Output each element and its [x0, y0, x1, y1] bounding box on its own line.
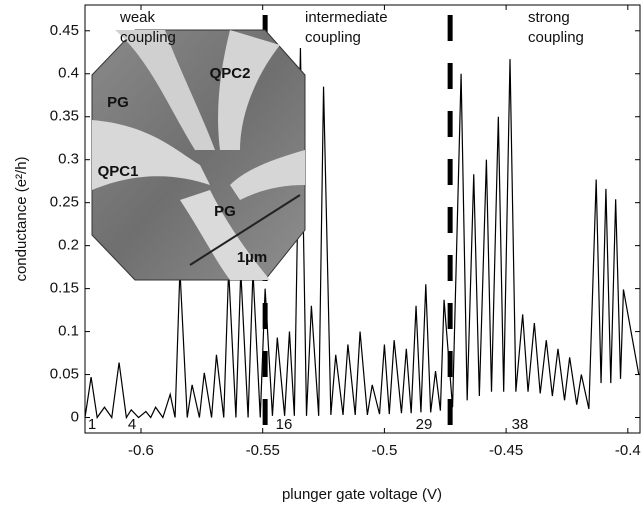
peak-number: 38	[512, 416, 529, 433]
y-tick-label: 0.15	[50, 280, 79, 297]
peak-number: 4	[128, 416, 136, 433]
inset-label: QPC2	[210, 65, 251, 82]
region-label: intermediate coupling	[305, 9, 388, 46]
inset-label: PG	[214, 203, 236, 220]
x-tick-label: -0.5	[371, 442, 397, 459]
x-tick-label: -0.45	[489, 442, 523, 459]
x-tick-label: -0.55	[246, 442, 280, 459]
y-tick-label: 0.4	[58, 65, 79, 82]
region-label: weak coupling	[120, 9, 176, 46]
y-tick-label: 0.35	[50, 108, 79, 125]
y-tick-label: 0.25	[50, 194, 79, 211]
x-tick-label: -0.4	[615, 442, 641, 459]
inset-label: 1µm	[237, 249, 267, 266]
inset-image	[91, 29, 306, 281]
plot-frame	[84, 4, 641, 434]
inset-label: PG	[107, 94, 129, 111]
y-tick-label: 0.2	[58, 237, 79, 254]
y-tick-label: 0	[71, 408, 79, 425]
y-tick-label: 0.05	[50, 366, 79, 383]
conductance-line	[84, 47, 640, 420]
x-axis-label: plunger gate voltage (V)	[282, 486, 442, 503]
y-axis-label: conductance (e²/h)	[13, 156, 30, 281]
y-tick-label: 0.45	[50, 22, 79, 39]
y-tick-label: 0.3	[58, 151, 79, 168]
peak-number: 29	[416, 416, 433, 433]
x-tick-label: -0.6	[128, 442, 154, 459]
y-tick-label: 0.1	[58, 323, 79, 340]
peak-number: 16	[276, 416, 293, 433]
region-label: strong coupling	[528, 9, 584, 46]
inset-label: QPC1	[98, 163, 139, 180]
peak-number: 1	[88, 416, 96, 433]
